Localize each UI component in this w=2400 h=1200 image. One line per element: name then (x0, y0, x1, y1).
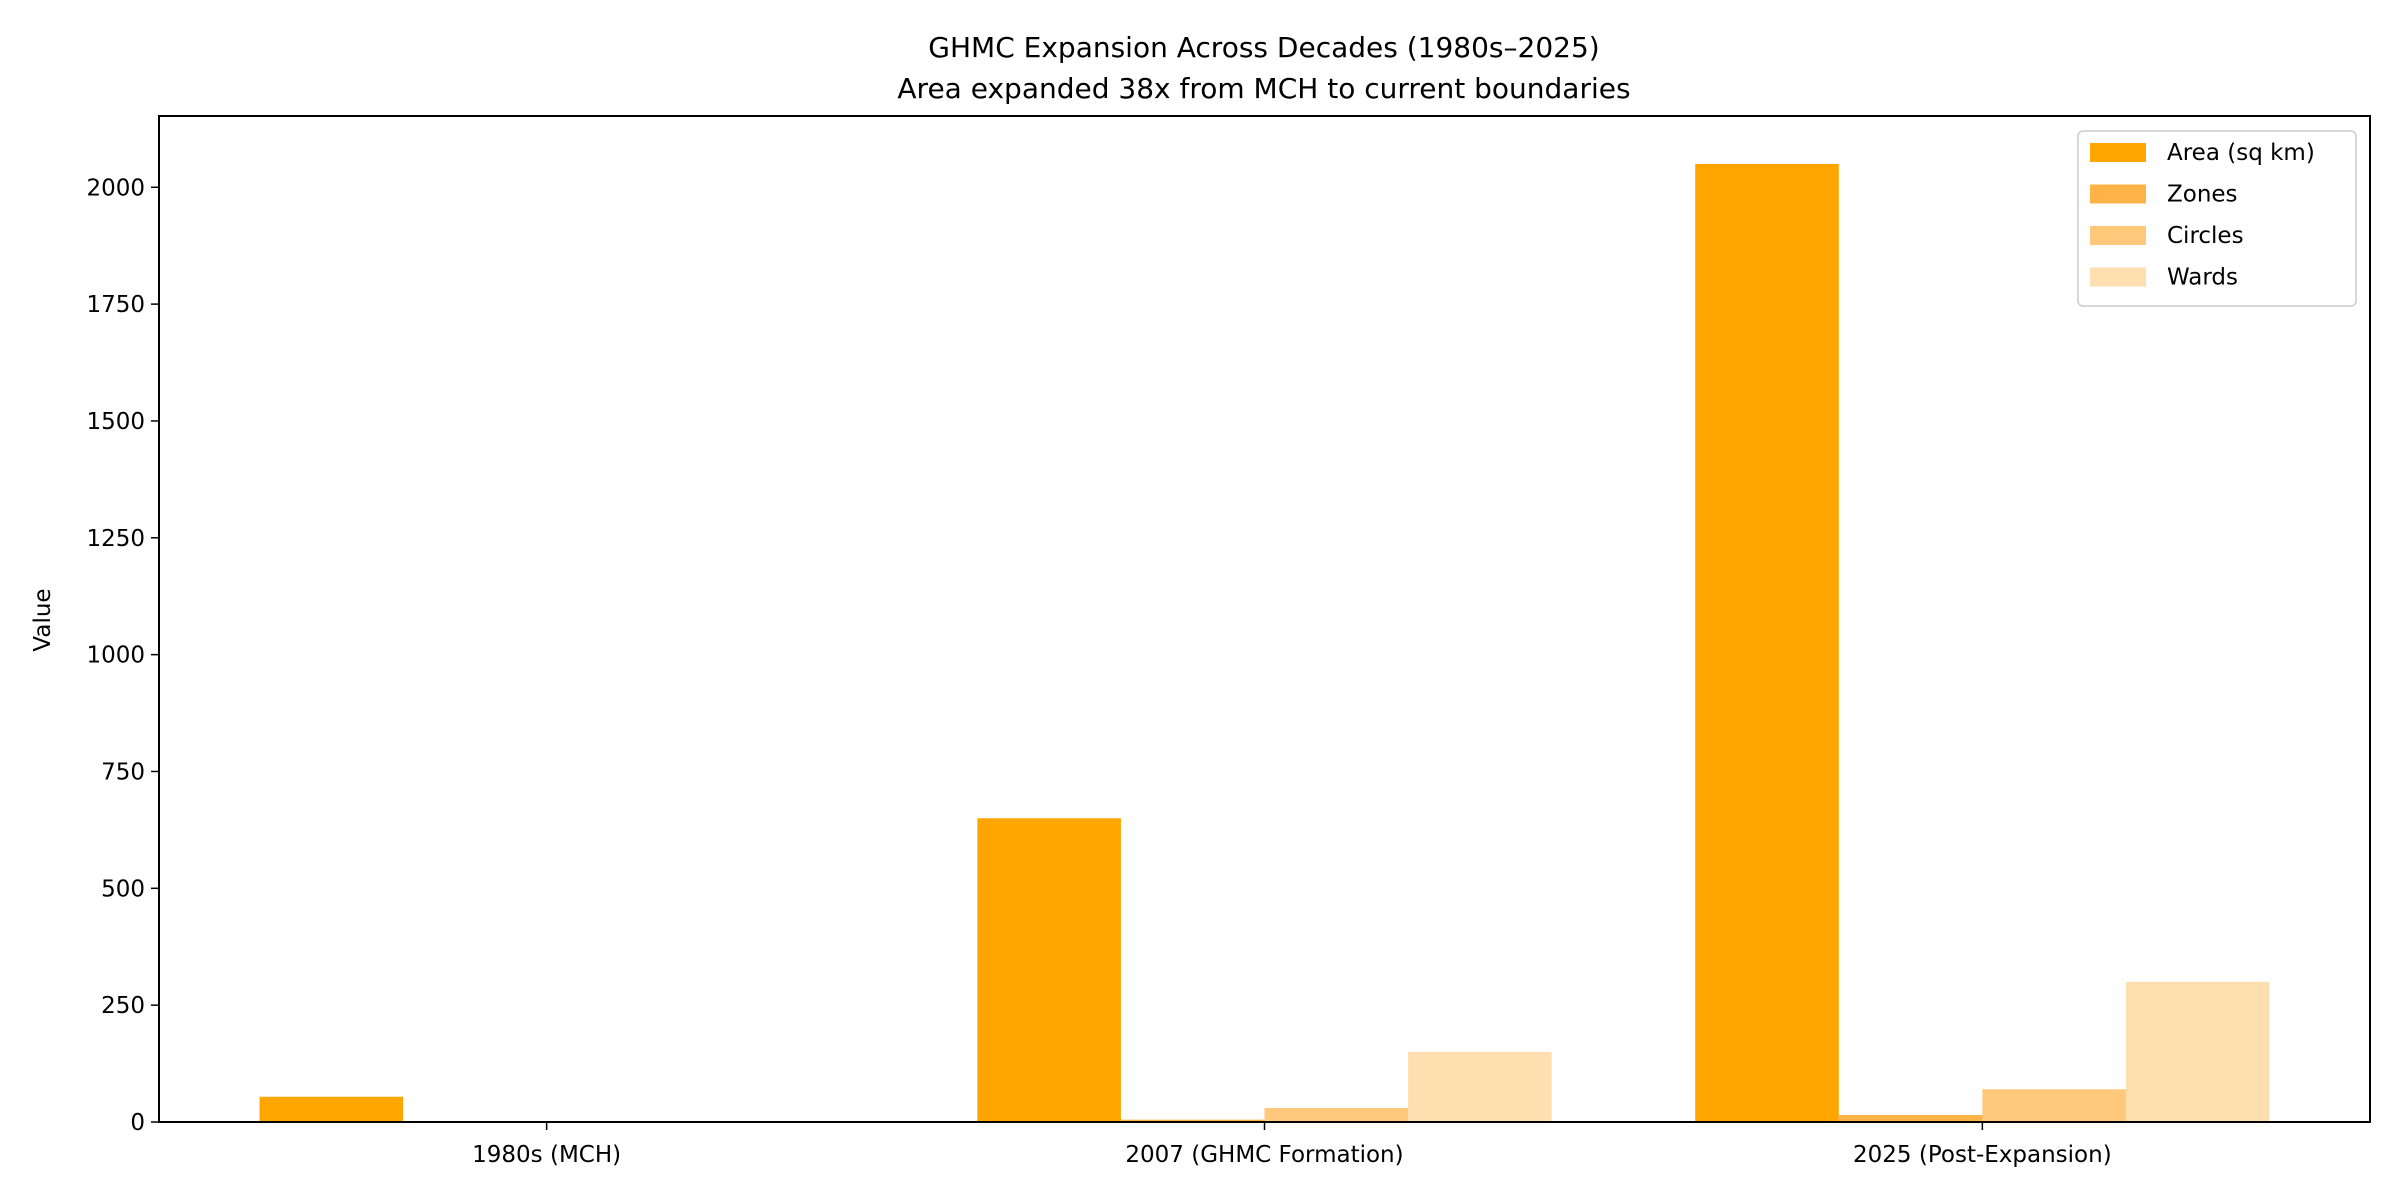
bar-area-sq-km--0 (259, 1096, 404, 1122)
legend-swatch (2090, 143, 2146, 162)
y-tick-label: 500 (101, 876, 145, 902)
legend-swatch (2090, 267, 2146, 287)
y-tick-label: 2000 (86, 175, 145, 201)
y-tick-label: 0 (130, 1110, 145, 1136)
y-axis-label: Value (30, 588, 56, 651)
bar-circles-1 (1264, 1107, 1409, 1122)
legend-swatch (2090, 184, 2146, 204)
legend-box (2077, 130, 2357, 307)
bars (259, 163, 2270, 1122)
legend-swatch (2090, 226, 2146, 245)
bar-circles-2 (1982, 1089, 2126, 1122)
y-ticks: 0 250 500 750 1000 1250 1500 1750 2000 (86, 175, 159, 1136)
x-ticks: 1980s (MCH) 2007 (GHMC Formation) 2025 (Po… (472, 1122, 2112, 1168)
x-tick-label: 1980s (MCH) (472, 1142, 621, 1168)
legend-label: Area (sq km) (2167, 140, 2315, 166)
y-tick-label: 250 (101, 993, 145, 1019)
plot-frame (158, 115, 2371, 1123)
bar-area-sq-km--1 (977, 818, 1121, 1122)
y-tick-label: 1500 (86, 409, 145, 435)
y-tick-label: 750 (101, 759, 145, 785)
x-tick-label: 2025 (Post-Expansion) (1853, 1142, 2112, 1168)
legend-label: Circles (2167, 223, 2244, 249)
y-tick-label: 1250 (86, 526, 145, 552)
legend-label: Wards (2167, 265, 2238, 291)
bar-zones-2 (1838, 1114, 1983, 1122)
y-tick-label: 1000 (86, 643, 145, 669)
x-tick-label: 2007 (GHMC Formation) (1125, 1142, 1403, 1168)
legend: Area (sq km) Zones Circles Wards (2077, 130, 2357, 307)
bar-wards-2 (2125, 981, 2270, 1122)
chart-subtitle: Area expanded 38x from MCH to current bo… (897, 72, 1630, 105)
bar-area-sq-km--2 (1695, 163, 1839, 1122)
bar-zones-1 (1120, 1119, 1265, 1122)
legend-label: Zones (2167, 182, 2238, 208)
bar-wards-1 (1408, 1051, 1552, 1122)
chart-title: GHMC Expansion Across Decades (1980s–202… (928, 31, 1599, 64)
y-tick-label: 1750 (86, 292, 145, 318)
